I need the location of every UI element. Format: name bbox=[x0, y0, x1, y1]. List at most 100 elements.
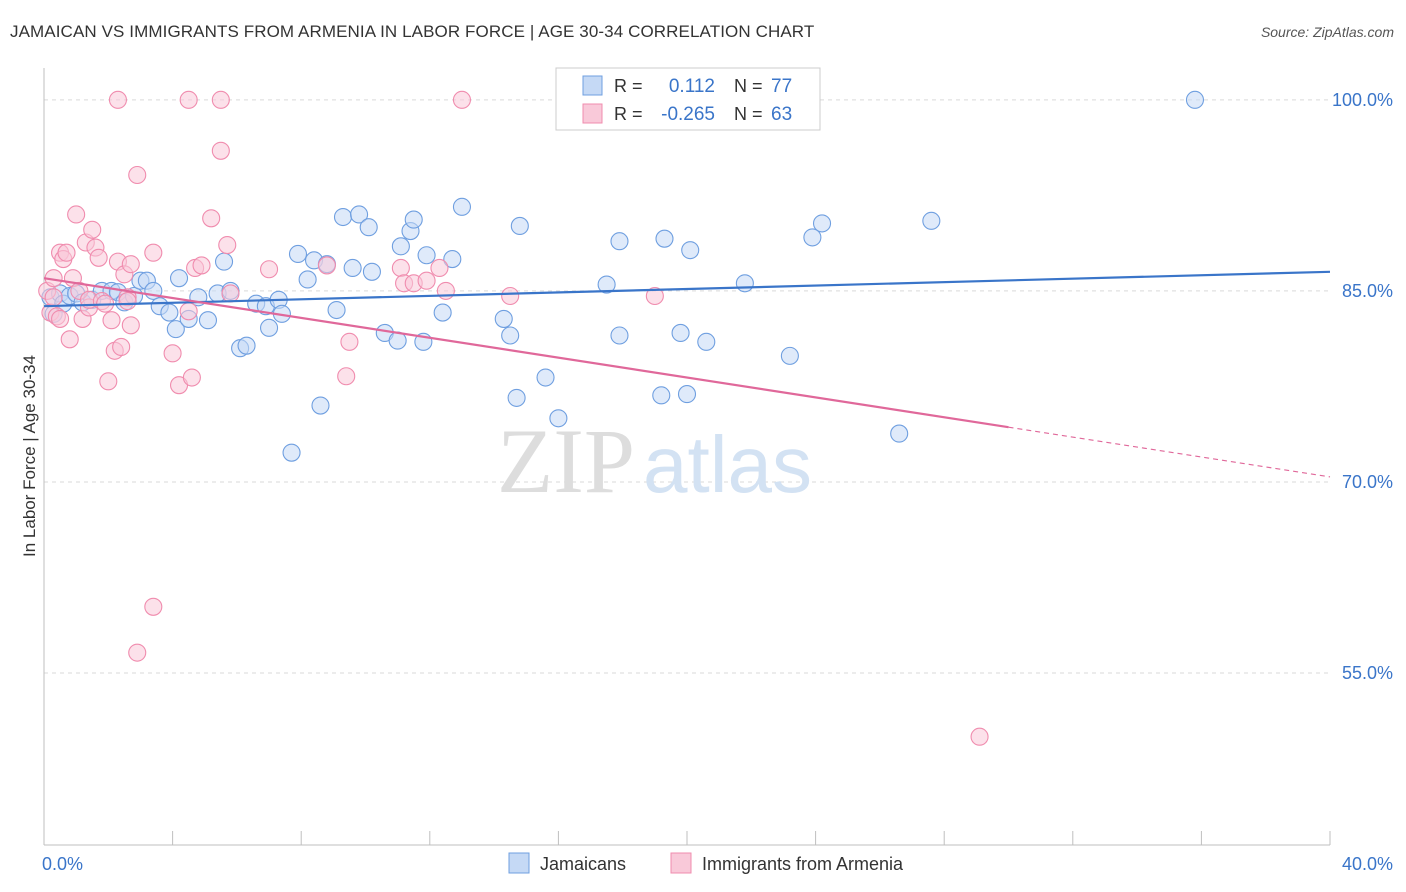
point-armenia bbox=[502, 288, 519, 305]
stats-r-value-armenia: -0.265 bbox=[661, 104, 715, 125]
point-armenia bbox=[100, 373, 117, 390]
x-axis-ticks bbox=[44, 831, 1330, 845]
point-jamaicans bbox=[289, 245, 306, 262]
x-tick-label: 0.0% bbox=[42, 854, 83, 874]
point-jamaicans bbox=[502, 327, 519, 344]
y-tick-label: 55.0% bbox=[1342, 663, 1393, 683]
point-armenia bbox=[180, 91, 197, 108]
point-jamaicans bbox=[334, 209, 351, 226]
point-jamaicans bbox=[611, 327, 628, 344]
point-jamaicans bbox=[781, 347, 798, 364]
x-tick-label: 40.0% bbox=[1342, 854, 1393, 874]
point-armenia bbox=[180, 303, 197, 320]
point-jamaicans bbox=[405, 211, 422, 228]
point-armenia bbox=[119, 293, 136, 310]
point-jamaicans bbox=[537, 369, 554, 386]
point-jamaicans bbox=[328, 302, 345, 319]
watermark-atlas: atlas bbox=[643, 420, 812, 509]
point-armenia bbox=[58, 244, 75, 261]
point-jamaicans bbox=[891, 425, 908, 442]
point-jamaicans bbox=[283, 444, 300, 461]
point-armenia bbox=[68, 206, 85, 223]
point-armenia bbox=[90, 249, 107, 266]
point-armenia bbox=[341, 333, 358, 350]
point-armenia bbox=[203, 210, 220, 227]
point-armenia bbox=[84, 221, 101, 238]
point-armenia bbox=[103, 312, 120, 329]
point-jamaicans bbox=[923, 212, 940, 229]
point-jamaicans bbox=[392, 238, 409, 255]
point-jamaicans bbox=[344, 259, 361, 276]
point-jamaicans bbox=[682, 242, 699, 259]
y-tick-label: 70.0% bbox=[1342, 472, 1393, 492]
point-jamaicans bbox=[261, 319, 278, 336]
point-armenia bbox=[431, 259, 448, 276]
stats-r-value-jamaicans: 0.112 bbox=[669, 76, 715, 97]
stats-n-value-jamaicans: 77 bbox=[771, 76, 792, 97]
stats-box: R = 0.112 N = 77 R = -0.265 N = 63 bbox=[556, 68, 820, 130]
point-jamaicans bbox=[611, 233, 628, 250]
point-jamaicans bbox=[434, 304, 451, 321]
stats-r-label-jamaicans: R = bbox=[614, 76, 643, 96]
point-armenia bbox=[971, 728, 988, 745]
point-jamaicans bbox=[418, 247, 435, 264]
point-armenia bbox=[145, 244, 162, 261]
point-jamaicans bbox=[814, 215, 831, 232]
point-armenia bbox=[338, 368, 355, 385]
stats-r-label-armenia: R = bbox=[614, 104, 643, 124]
point-armenia bbox=[113, 338, 130, 355]
point-jamaicans bbox=[360, 219, 377, 236]
legend-swatch-jamaicans bbox=[509, 853, 529, 873]
point-jamaicans bbox=[453, 198, 470, 215]
point-jamaicans bbox=[698, 333, 715, 350]
point-armenia bbox=[261, 261, 278, 278]
point-jamaicans bbox=[216, 253, 233, 270]
point-jamaicans bbox=[508, 389, 525, 406]
legend-swatch-armenia bbox=[671, 853, 691, 873]
point-armenia bbox=[212, 91, 229, 108]
y-axis-tick-labels: 100.0%85.0%70.0%55.0% bbox=[1332, 90, 1393, 683]
point-armenia bbox=[109, 91, 126, 108]
watermark: ZIP atlas bbox=[497, 410, 812, 512]
point-armenia bbox=[418, 272, 435, 289]
point-armenia bbox=[318, 257, 335, 274]
stats-swatch-jamaicans bbox=[583, 76, 602, 95]
correlation-scatter-chart: ZIP atlas 100.0%85.0%70.0%55.0% 0.0% 40.0… bbox=[0, 0, 1406, 892]
point-jamaicans bbox=[312, 397, 329, 414]
point-jamaicans bbox=[363, 263, 380, 280]
point-armenia bbox=[61, 331, 78, 348]
legend-label-armenia: Immigrants from Armenia bbox=[702, 854, 904, 874]
point-jamaicans bbox=[511, 217, 528, 234]
y-axis-label: In Labor Force | Age 30-34 bbox=[20, 355, 39, 557]
trend-line-armenia-extension bbox=[1009, 427, 1331, 477]
point-armenia bbox=[222, 285, 239, 302]
point-armenia bbox=[129, 166, 146, 183]
point-jamaicans bbox=[299, 271, 316, 288]
point-jamaicans bbox=[171, 270, 188, 287]
point-armenia bbox=[122, 317, 139, 334]
point-armenia bbox=[164, 345, 181, 362]
point-armenia bbox=[45, 289, 62, 306]
legend: Jamaicans Immigrants from Armenia bbox=[509, 853, 904, 874]
point-jamaicans bbox=[199, 312, 216, 329]
stats-swatch-armenia bbox=[583, 104, 602, 123]
point-jamaicans bbox=[679, 386, 696, 403]
point-armenia bbox=[219, 237, 236, 254]
point-armenia bbox=[437, 282, 454, 299]
point-jamaicans bbox=[238, 337, 255, 354]
point-armenia bbox=[145, 598, 162, 615]
point-armenia bbox=[193, 257, 210, 274]
point-jamaicans bbox=[1186, 91, 1203, 108]
point-jamaicans bbox=[550, 410, 567, 427]
stats-n-value-armenia: 63 bbox=[771, 104, 792, 125]
y-tick-label: 85.0% bbox=[1342, 281, 1393, 301]
trend-line-armenia bbox=[44, 278, 1009, 427]
point-armenia bbox=[212, 142, 229, 159]
stats-n-label-armenia: N = bbox=[734, 104, 763, 124]
point-armenia bbox=[122, 256, 139, 273]
point-armenia bbox=[392, 259, 409, 276]
watermark-zip: ZIP bbox=[497, 410, 635, 512]
point-armenia bbox=[52, 310, 69, 327]
legend-label-jamaicans: Jamaicans bbox=[540, 854, 626, 874]
point-jamaicans bbox=[656, 230, 673, 247]
